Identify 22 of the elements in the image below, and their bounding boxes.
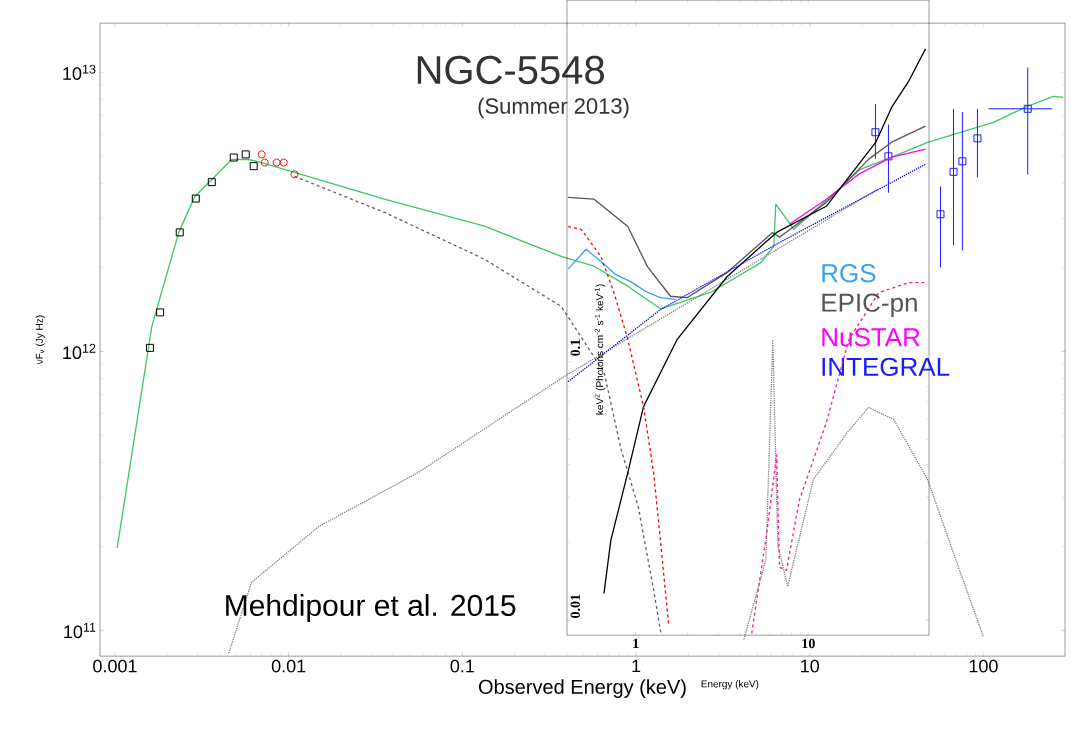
text: (Summer 2013) xyxy=(478,97,629,119)
x-tick-label: 0.001 xyxy=(93,659,137,673)
text: RGS xyxy=(822,263,876,283)
y-tick-label: 10$^{12}$ xyxy=(63,343,96,359)
x-tick-label: 1 xyxy=(633,638,639,648)
y-tick-label: 10$^{13}$ xyxy=(63,64,96,80)
y-axis-title: νF$_{ν}$ (Jy Hz) xyxy=(35,315,45,365)
x-axis-title: Observed Energy (keV) xyxy=(478,679,686,698)
y-tick-label: 10$^{11}$ xyxy=(64,622,96,639)
x-tick-label: 10 xyxy=(801,659,820,673)
text: NuSTAR xyxy=(822,327,920,347)
text: EPIC-pn xyxy=(822,293,917,317)
annotation: Mehdipour et al. 2015 xyxy=(226,593,516,622)
x-tick-label: 100 xyxy=(969,659,998,673)
text: INTEGRAL xyxy=(822,357,950,376)
x-tick-label: 0.1 xyxy=(450,659,474,673)
text: NGC-5548 xyxy=(417,55,604,85)
x-tick-label: 10 xyxy=(802,638,815,649)
x-axis-title: Energy (keV) xyxy=(701,679,759,690)
x-tick-label: 1 xyxy=(632,659,641,672)
x-tick-label: 0.01 xyxy=(271,659,306,673)
text: keV$^{2}$ (Photons cm$^{-2}$ s$^{-1}$ keV$^{-1}$) xyxy=(594,284,606,415)
